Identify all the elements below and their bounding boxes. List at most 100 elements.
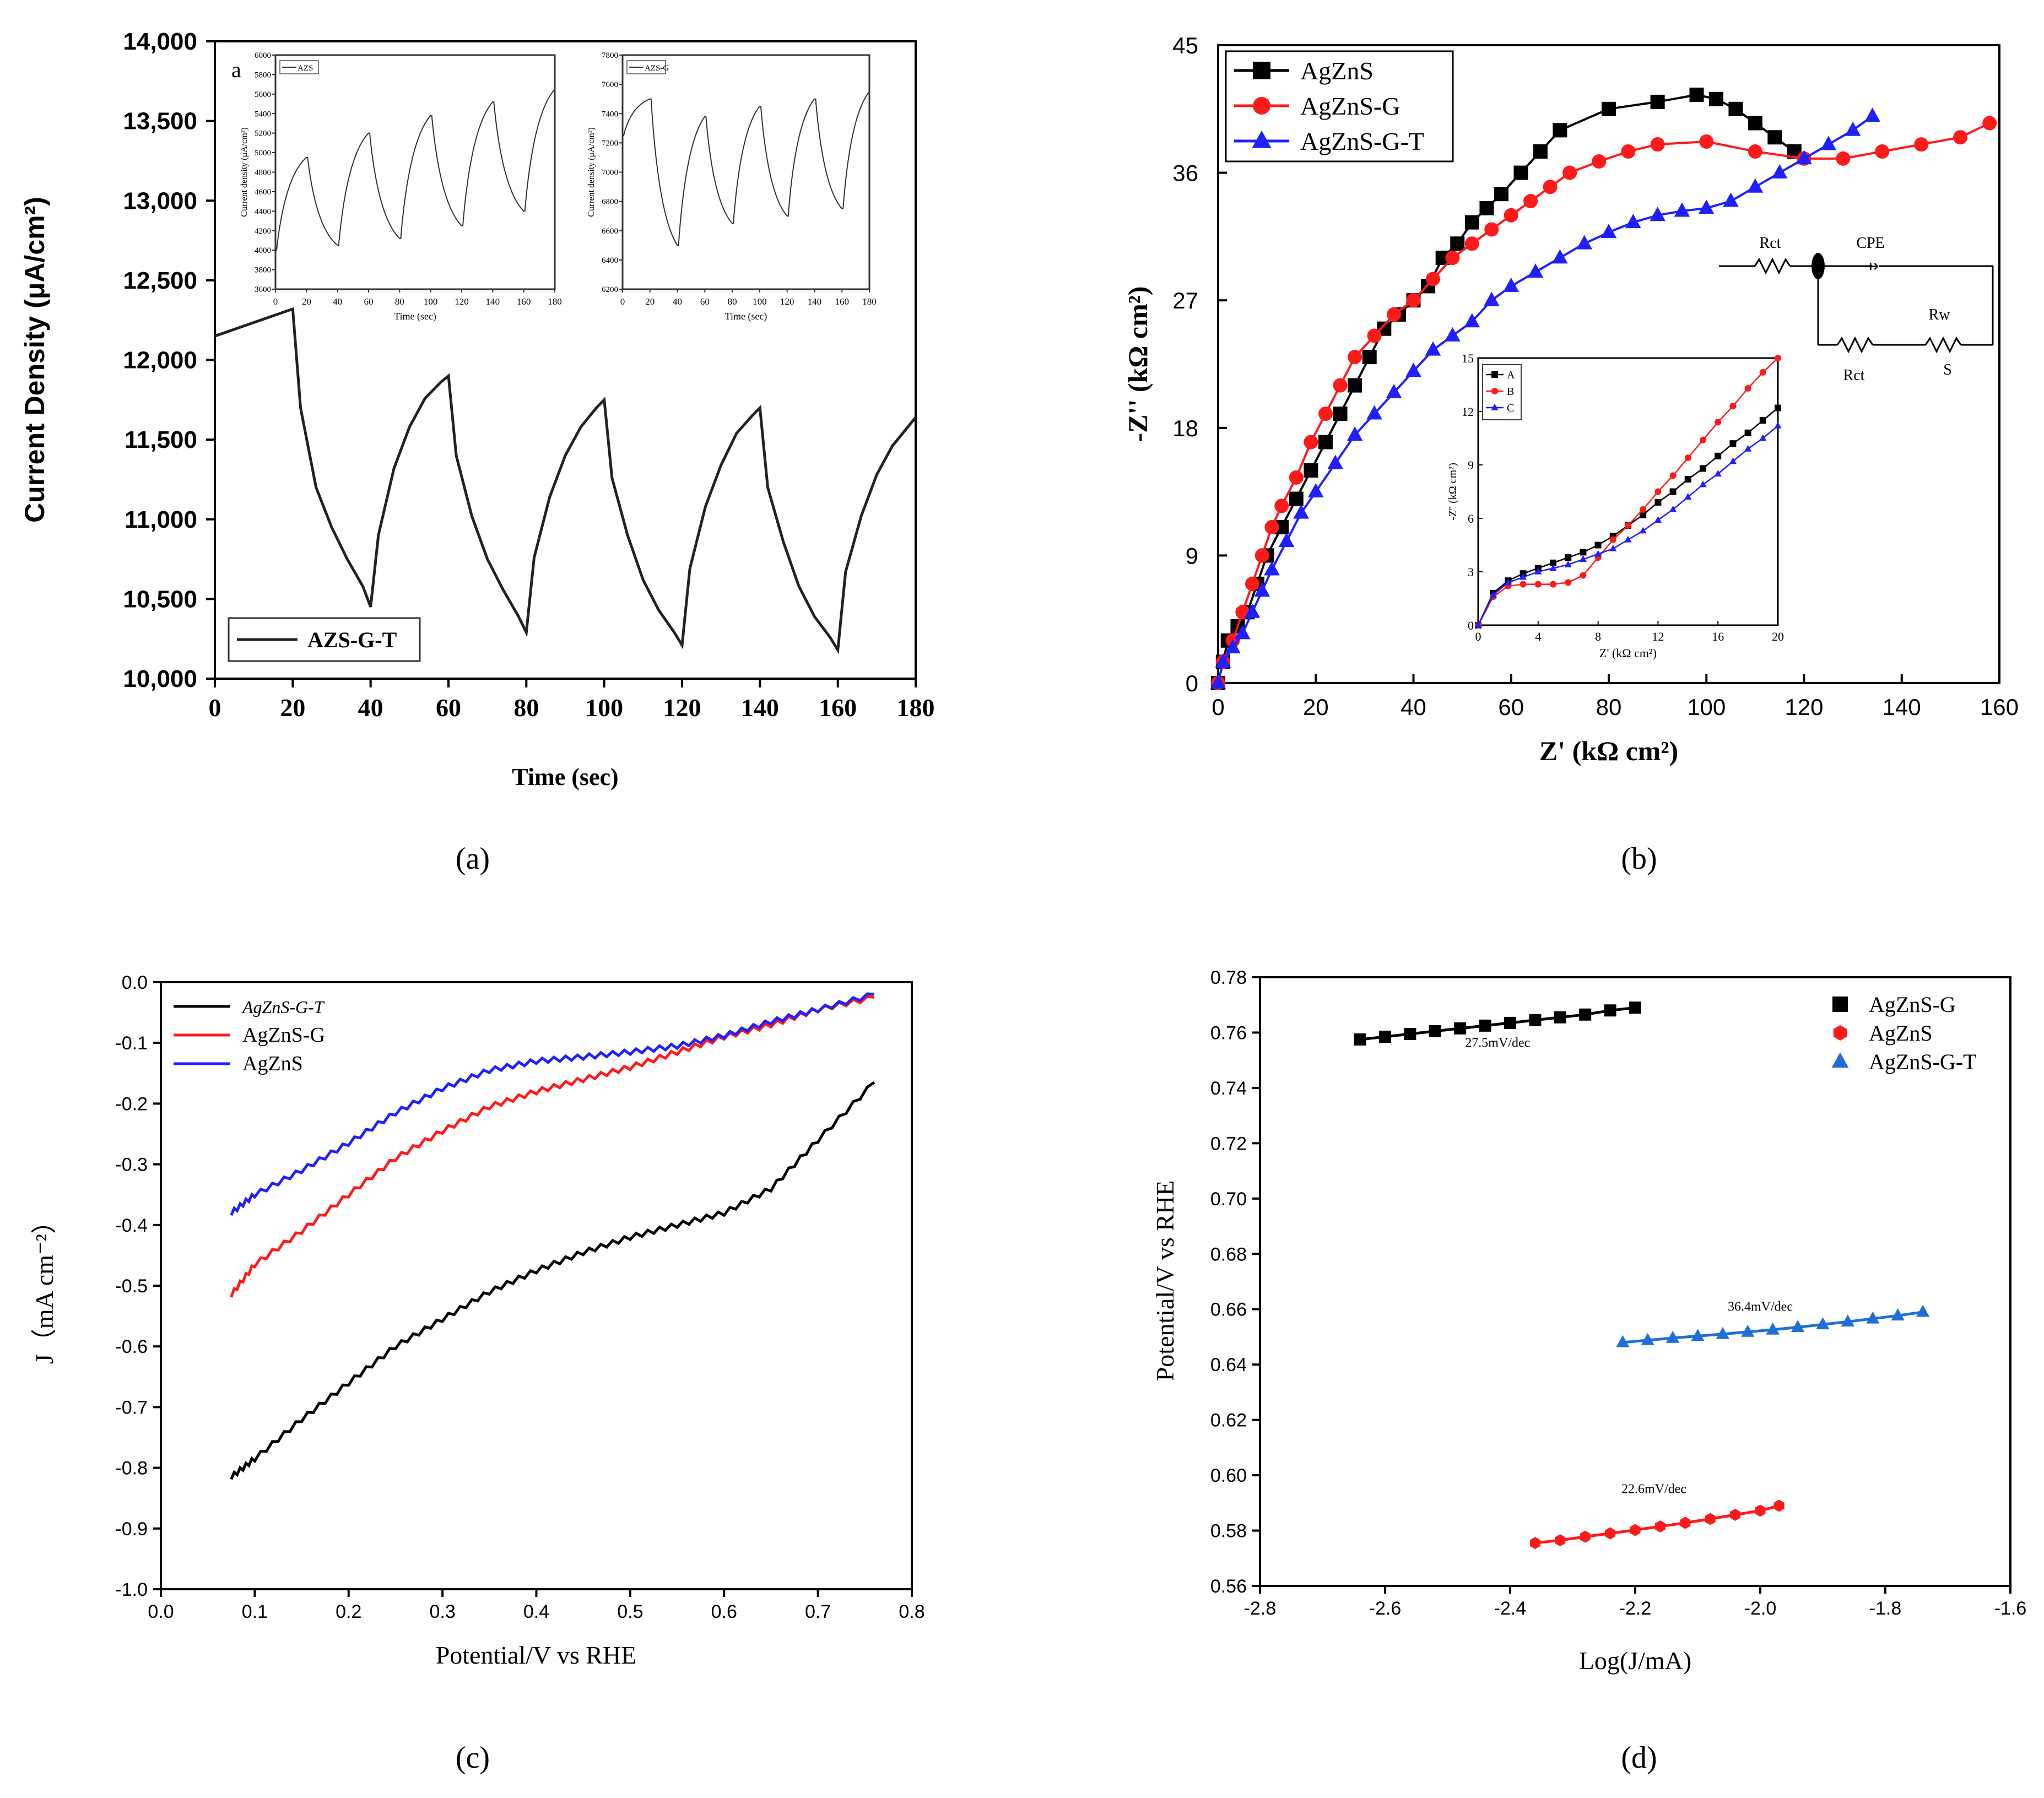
inset-frame [274,54,556,290]
panel-c-y-tick-label: -0.5 [115,1276,148,1297]
panel-a-y-tick-label: 13,500 [123,108,197,135]
inset-legend-label: AZS [298,64,313,73]
panel-d-x-tick-label: -1.8 [1869,1598,1902,1619]
panel-d-x-tick-label: -2.0 [1744,1598,1777,1619]
panel-b-legend: AgZnS AgZnS-G AgZnS-G-T [1225,50,1454,163]
inset-data-point [1744,384,1751,392]
panel-d-data-point [1691,1329,1705,1341]
panel-a-y-tick-label: 12,500 [123,267,197,294]
inset-data-point [1729,403,1737,410]
inset-x-tick-label: 140 [808,296,822,307]
inset-y-tick-label: 6200 [602,285,618,294]
panel-b-x-tick-label: 0 [1212,694,1224,720]
inset-x-tick-label: 180 [548,296,562,307]
inset-data-point [1520,573,1527,580]
panel-d-y-tick-label: 0.76 [1210,1022,1247,1043]
panel-b-legend-label: AgZnS [1300,57,1374,85]
panel-b-data-point [1523,194,1538,209]
panel-b-data-point [1210,674,1226,689]
panel-a-inset-azs: 0 20 40 60 80 100 120 140 160 180 3600 3800 4000 4200… [240,51,562,322]
inset-data-point [1640,506,1647,513]
panel-d-data-point [1479,1019,1491,1032]
inset-x-tick-label: 40 [333,296,342,307]
panel-b-data-point [1845,121,1861,136]
panel-c-x-axis-title: Potential/V vs RHE [436,1641,637,1669]
panel-d-data-point [1555,1534,1566,1547]
inset-data-point [1774,421,1782,429]
inset-data-point [1729,440,1737,447]
panel-b-y-tick-label: 18 [1172,415,1198,441]
inset-data-point [1654,499,1662,506]
circuit-resistor-rct [1836,336,1874,354]
panel-a-legend-label: AZS-G-T [307,627,397,652]
panel-b-data-point [1533,144,1548,159]
panel-d-data-point [1730,1508,1741,1521]
panel-b-inset: 0 4 8 12 16 20 0 3 6 9 12 15 Z' (kΩ cm²) -Z'' (kΩ cm²… [1447,351,1784,660]
panel-d-data-point [1641,1333,1654,1345]
panel-b-data-point [1600,224,1617,239]
circuit-label-cpe: CPE [1856,235,1884,252]
inset-x-tick-label: 80 [728,296,737,307]
panel-b-data-point [1278,533,1295,548]
inset-y-tick-label: 3600 [255,285,271,294]
inset-data-point [1775,404,1781,411]
circuit-resistor-rw [1924,336,1962,354]
inset-y-tick-label: 6 [1468,512,1474,526]
panel-b-data-point [1625,214,1641,229]
panel-c-x-tick-label: 0.0 [148,1601,174,1622]
panel-c: 0.0 0.1 0.2 0.3 0.4 0.5 0.6 0.7 0.8 -1.0 -0.9 -0.8 -… [30,972,925,1775]
panel-c-y-tick-label: 0.0 [122,972,148,993]
inset-x-tick-label: 0 [273,296,278,307]
inset-data-point [1669,488,1677,495]
inset-y-tick-label: 4200 [255,227,271,236]
panel-b-data-point [1348,350,1362,365]
panel-d-x-tick-label: -1.6 [1994,1598,2027,1619]
panel-b-data-point [1674,202,1690,217]
panel-d-data-point [1916,1304,1930,1317]
panel-d-data-point [1666,1330,1680,1343]
panel-d-x-tick-label: -2.8 [1244,1598,1277,1619]
panel-a-y-tick-label: 11,500 [125,426,197,453]
panel-c-x-tick-label: 0.7 [805,1601,831,1622]
inset-y-tick-label: 6400 [602,256,618,265]
panel-b-legend-marker [1252,130,1272,148]
inset-y-tick-label: 5200 [255,129,271,138]
panel-b-data-point [1484,291,1500,306]
inset-data-point [1654,488,1662,495]
panel-b-x-axis-title: Z' (kΩ cm²) [1539,735,1678,766]
panel-a-plot [214,307,917,654]
inset-data-point [1580,549,1587,556]
panel-d-x-axis-title: Log(J/mA) [1579,1647,1691,1675]
panel-b-data-point [1698,199,1715,214]
inset-y-tick-label: 4000 [255,246,271,255]
panel-b-y-tick-label: 9 [1186,543,1198,568]
inset-y-tick-label: 7800 [602,51,618,60]
panel-a-x-tick-label: 100 [585,694,623,722]
panel-c-y-tick-label: -0.2 [115,1093,148,1114]
panel-b-data-point [1748,116,1762,131]
inset-x-tick-label: 120 [780,296,794,307]
panel-c-legend-label: AgZnS [242,1052,303,1075]
panel-b-data-point [1914,137,1929,152]
panel-b-data-point [1621,144,1636,159]
panel-c-caption: (c) [456,1741,490,1775]
panel-b-data-point [1767,130,1782,145]
panel-b-data-point [1820,136,1837,150]
panel-b-data-point [1708,91,1723,106]
panel-d-data-point [1580,1530,1591,1543]
panel-b-data-point [1244,603,1261,618]
panel-c-y-tick-label: -0.8 [115,1458,148,1479]
panel-c-y-axis-title: J（mA cm⁻²） [30,1209,58,1364]
panel-b-data-point [1425,272,1440,286]
panel-d-legend-marker [1831,1052,1849,1068]
inset-legend-label: B [1507,386,1514,398]
panel-b-data-point [1445,327,1461,342]
panel-b-data-point [1425,341,1441,356]
panel-b-data-point [1318,435,1333,450]
inset-data-point [1609,544,1617,551]
inset-y-tick-label: 5600 [255,90,271,99]
inset-data-point [1489,591,1497,598]
inset-frame [1477,357,1779,626]
inset-data-point [1504,578,1512,586]
panel-b-data-point [1875,144,1890,159]
